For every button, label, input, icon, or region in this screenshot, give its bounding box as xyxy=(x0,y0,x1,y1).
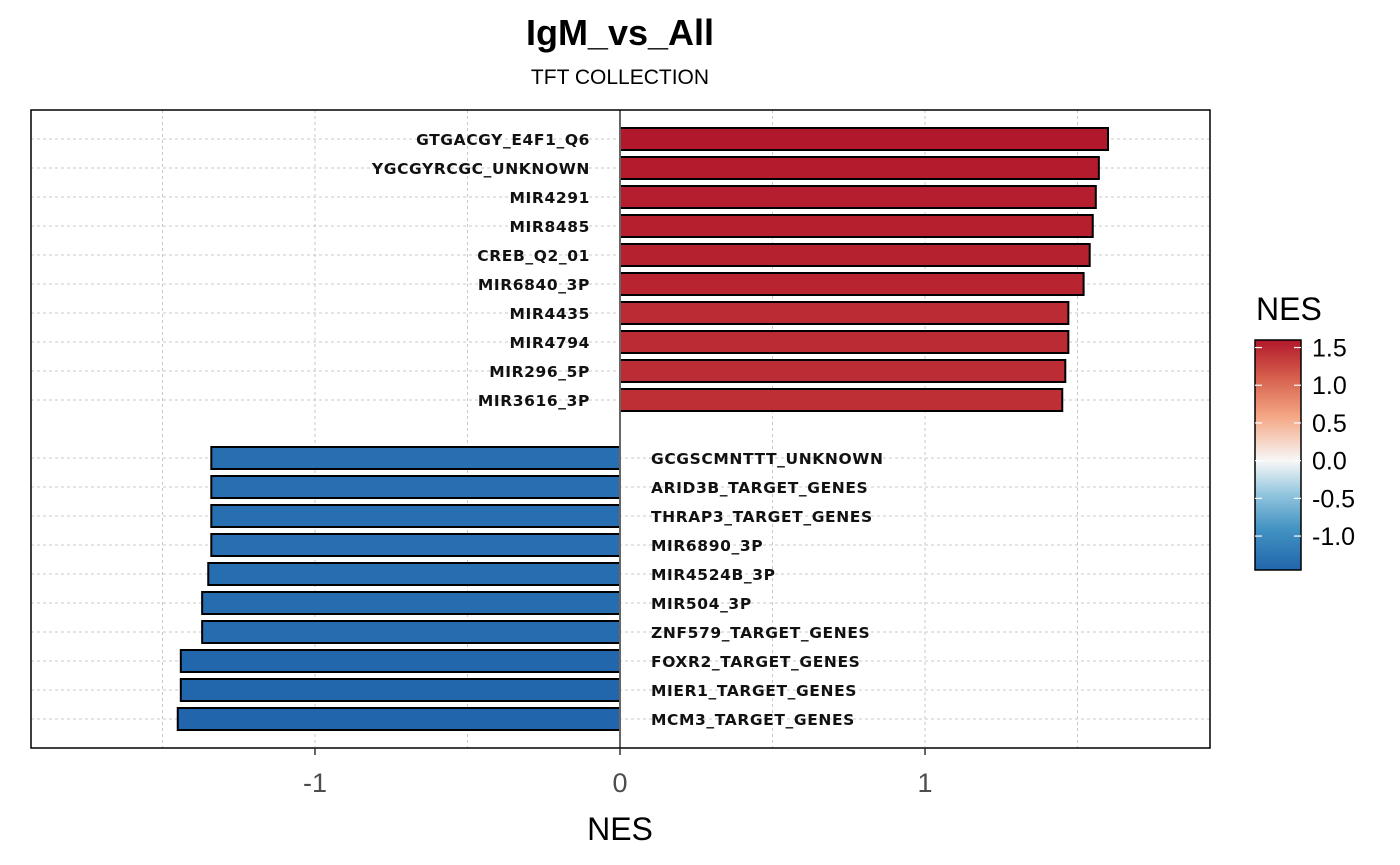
chart-title: IgM_vs_All xyxy=(525,12,715,53)
bar xyxy=(210,533,622,557)
bar-label: MCM3_TARGET_GENES xyxy=(651,711,855,729)
colorbar-tick-label: -1.0 xyxy=(1312,523,1355,551)
chart-subtitle: TFT COLLECTION xyxy=(530,66,710,89)
bar xyxy=(179,649,622,673)
bar xyxy=(176,707,621,731)
bar-label: ZNF579_TARGET_GENES xyxy=(651,624,870,642)
bar xyxy=(619,330,1070,354)
bar xyxy=(619,214,1094,238)
bar xyxy=(619,127,1109,151)
colorbar-tick-label: -0.5 xyxy=(1312,485,1355,513)
bar-label: MIR4291 xyxy=(510,189,590,207)
bar-label: MIR4435 xyxy=(510,305,590,323)
bar-label: MIR6840_3P xyxy=(478,276,590,294)
bar-label: MIR296_5P xyxy=(489,363,590,381)
colorbar-tick-label: 0.0 xyxy=(1312,448,1347,476)
bar-label: MIR4524B_3P xyxy=(651,566,776,584)
bar xyxy=(619,156,1100,180)
bar-label: ARID3B_TARGET_GENES xyxy=(651,479,868,497)
bar-label: GCGSCMNTTT_UNKNOWN xyxy=(651,450,884,468)
bar xyxy=(619,243,1091,267)
colorbar-tick-label: 1.0 xyxy=(1312,372,1347,400)
bar xyxy=(201,591,621,615)
bar-label: MIR3616_3P xyxy=(478,392,590,410)
legend-title: NES xyxy=(1256,291,1322,327)
bar-label: MIR8485 xyxy=(510,218,590,236)
bar xyxy=(210,446,622,470)
bar xyxy=(210,504,622,528)
x-axis-title: NES xyxy=(587,811,653,847)
bars xyxy=(176,110,1109,748)
bar-label: YGCGYRCGC_UNKNOWN xyxy=(371,160,590,178)
bar xyxy=(619,359,1067,383)
x-tick-label: 0 xyxy=(612,768,627,798)
bar xyxy=(619,185,1097,209)
x-tick-label: -1 xyxy=(303,768,327,798)
colorbar xyxy=(1254,339,1302,571)
bar-label: THRAP3_TARGET_GENES xyxy=(651,508,873,526)
bar xyxy=(210,475,622,499)
bar-label: MIR6890_3P xyxy=(651,537,763,555)
bar-labels: GTGACGY_E4F1_Q6 YGCGYRCGC_UNKNOWN MIR4291 M… xyxy=(371,131,884,729)
bar xyxy=(619,272,1085,296)
bar-label: CREB_Q2_01 xyxy=(477,247,590,265)
bar xyxy=(207,562,621,586)
x-tick-label: 1 xyxy=(917,768,932,798)
bar xyxy=(179,678,622,702)
colorbar-legend: NES 1.5 1.0 0.5 0.0 -0.5 -1.0 xyxy=(1254,291,1355,571)
bar xyxy=(201,620,621,644)
colorbar-tick-label: 0.5 xyxy=(1312,410,1347,438)
bar xyxy=(619,301,1070,325)
bar-label: FOXR2_TARGET_GENES xyxy=(651,653,860,671)
x-ticks: -1 0 1 xyxy=(303,748,933,798)
bar-label: MIR4794 xyxy=(510,334,590,352)
bar xyxy=(619,388,1064,412)
bar-label: MIR504_3P xyxy=(651,595,752,613)
bar-label: MIER1_TARGET_GENES xyxy=(651,682,857,700)
bar-label: GTGACGY_E4F1_Q6 xyxy=(416,131,590,149)
colorbar-tick-label: 1.5 xyxy=(1312,335,1347,363)
